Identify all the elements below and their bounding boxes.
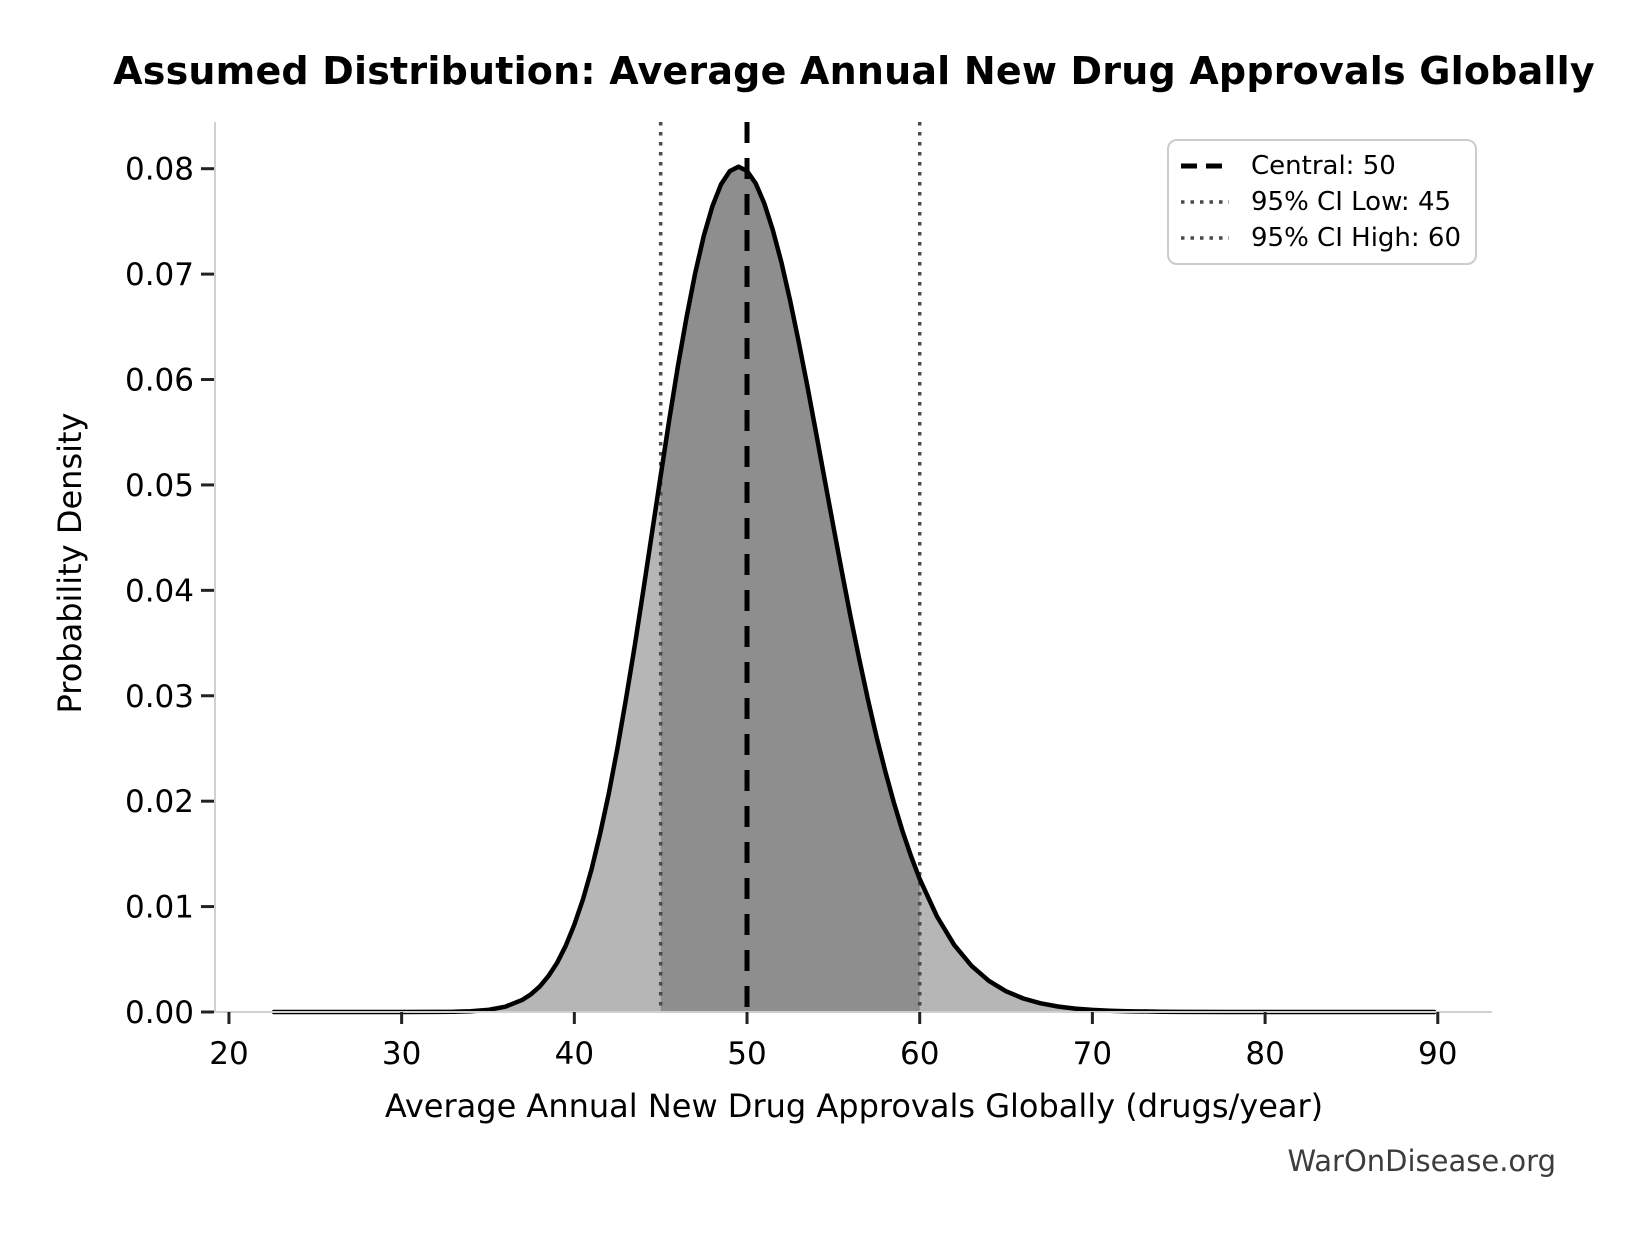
legend-item-ci-low: 95% CI Low: 45 — [1181, 187, 1463, 217]
x-tick-label: 20 — [209, 1036, 248, 1072]
y-tick-label: 0.05 — [125, 468, 194, 504]
x-tick-label: 30 — [382, 1036, 421, 1072]
y-tick-label: 0.07 — [125, 257, 194, 293]
legend-label-ci-low: 95% CI Low: 45 — [1251, 187, 1452, 217]
dotted-line-icon — [1181, 200, 1229, 204]
x-tick-label: 50 — [727, 1036, 766, 1072]
density-curve — [271, 164, 1437, 1015]
x-axis-label: Average Annual New Drug Approvals Global… — [384, 1087, 1324, 1125]
x-tick-label: 60 — [900, 1036, 939, 1072]
x-tick-label: 80 — [1245, 1036, 1284, 1072]
legend-label-central: Central: 50 — [1251, 151, 1396, 181]
y-tick-label: 0.00 — [125, 995, 194, 1031]
legend-item-central: Central: 50 — [1181, 151, 1463, 181]
y-tick-label: 0.08 — [125, 152, 194, 188]
y-tick-label: 0.04 — [125, 573, 194, 609]
y-tick-label: 0.02 — [125, 784, 194, 820]
dashed-line-icon — [1181, 163, 1229, 169]
legend-item-ci-high: 95% CI High: 60 — [1181, 223, 1463, 253]
legend: Central: 50 95% CI Low: 45 95% CI High: … — [1167, 139, 1477, 265]
dotted-line-icon — [1181, 236, 1229, 240]
legend-label-ci-high: 95% CI High: 60 — [1251, 223, 1462, 253]
y-axis-label: Probability Density — [51, 412, 89, 714]
x-tick-label: 70 — [1073, 1036, 1112, 1072]
y-tick-label: 0.01 — [125, 890, 194, 926]
ci-area-fill — [660, 166, 920, 1012]
y-tick-label: 0.06 — [125, 363, 194, 399]
x-tick-label: 90 — [1418, 1036, 1457, 1072]
chart-title: Assumed Distribution: Average Annual New… — [113, 49, 1595, 93]
x-tick-label: 40 — [555, 1036, 594, 1072]
watermark: WarOnDisease.org — [1287, 1144, 1556, 1178]
y-tick-label: 0.03 — [125, 679, 194, 715]
